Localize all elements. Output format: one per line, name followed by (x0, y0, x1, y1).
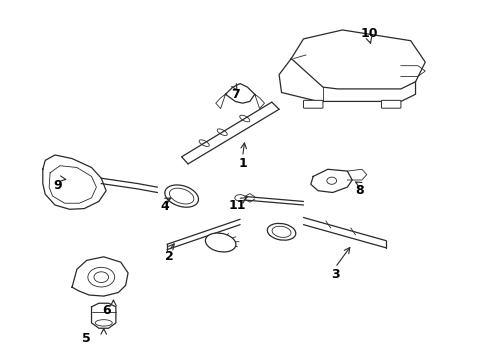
Text: 3: 3 (331, 268, 340, 281)
Text: 5: 5 (82, 333, 91, 346)
Ellipse shape (268, 224, 296, 240)
Text: 9: 9 (53, 179, 62, 192)
Text: 8: 8 (355, 184, 364, 197)
Ellipse shape (235, 195, 245, 201)
Text: 4: 4 (160, 200, 169, 213)
FancyBboxPatch shape (381, 100, 401, 108)
Text: 6: 6 (102, 304, 110, 317)
Text: 2: 2 (165, 250, 174, 263)
FancyBboxPatch shape (303, 100, 323, 108)
Text: 7: 7 (231, 88, 240, 101)
Ellipse shape (205, 233, 236, 252)
Text: 1: 1 (238, 157, 247, 170)
Text: 11: 11 (229, 198, 246, 212)
Text: 10: 10 (361, 27, 378, 40)
Ellipse shape (165, 185, 198, 207)
